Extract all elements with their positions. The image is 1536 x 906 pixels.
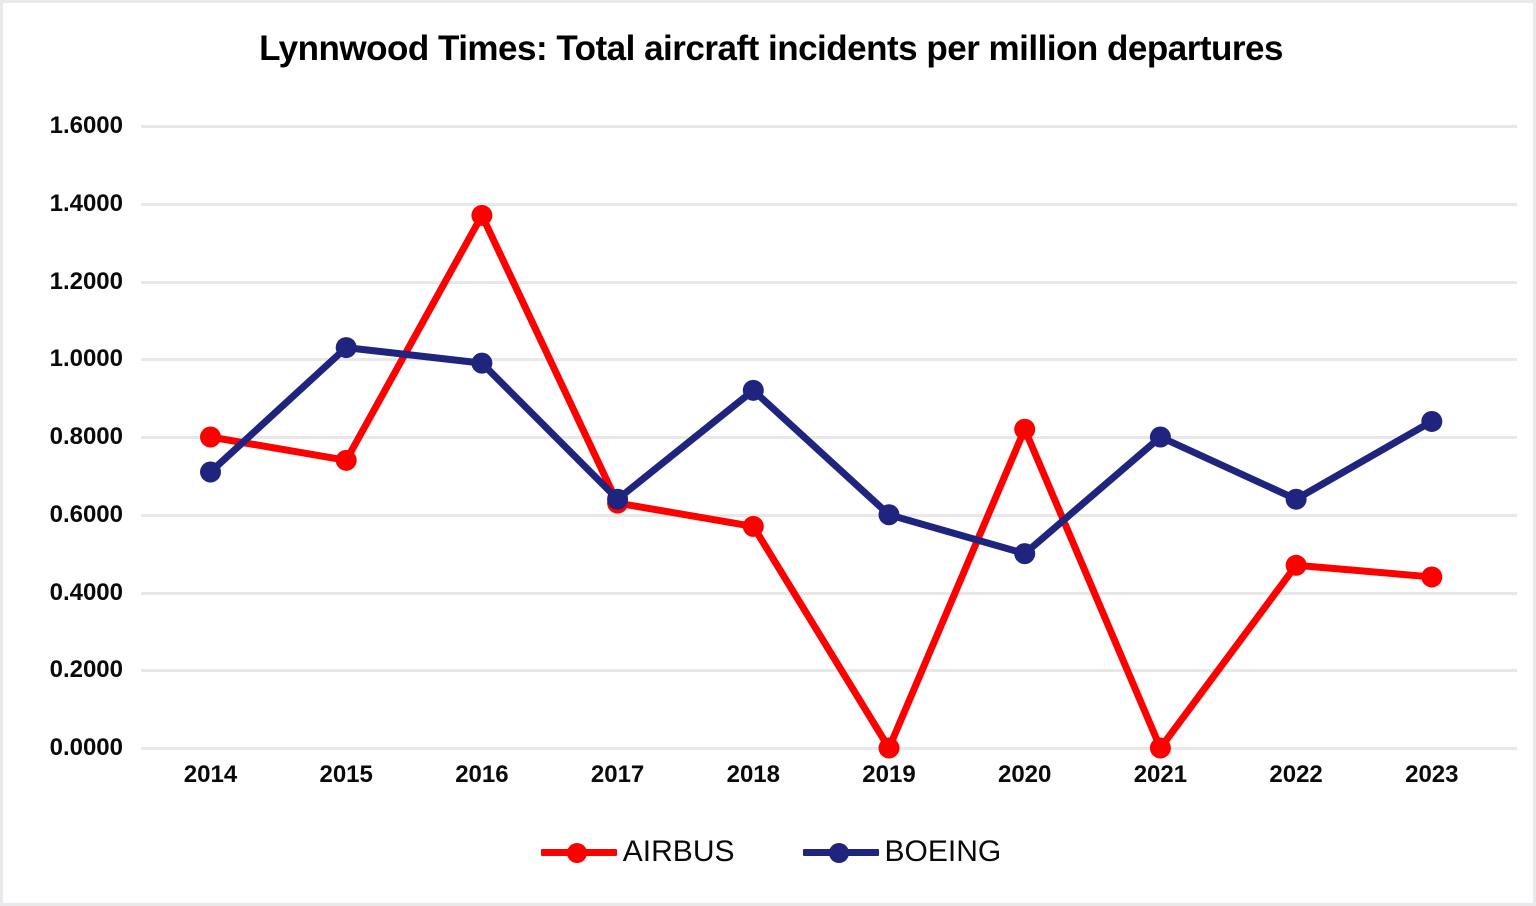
x-axis-tick-label: 2022 xyxy=(1269,761,1323,788)
legend-label: AIRBUS xyxy=(622,835,735,868)
y-axis-tick-label: 0.2000 xyxy=(49,656,123,684)
gridline xyxy=(141,125,1517,128)
data-point-marker xyxy=(607,488,629,510)
data-point-marker xyxy=(1285,554,1307,576)
series-line-boeing xyxy=(207,344,1436,558)
data-point-marker xyxy=(742,515,764,537)
x-axis-tick-label: 2018 xyxy=(726,761,780,788)
x-axis-tick-label: 2019 xyxy=(862,761,916,788)
gridline xyxy=(141,358,1517,362)
y-axis-tick-label: 1.4000 xyxy=(49,189,123,217)
plot-area: 1.6000 1.4000 1.2000 1.0000 0.8000 0.6000 0.40… xyxy=(3,3,1533,903)
y-axis-tick-label: 0.0000 xyxy=(49,734,123,761)
legend-item-airbus[interactable]: AIRBUS xyxy=(540,835,735,869)
gridline xyxy=(141,436,1517,439)
gridline xyxy=(141,669,1517,673)
y-axis-tick-label: 1.0000 xyxy=(49,345,123,373)
data-point-marker xyxy=(335,337,357,359)
data-point-marker xyxy=(471,352,493,374)
x-axis-tick-label: 2023 xyxy=(1405,761,1459,788)
data-point-marker xyxy=(1014,543,1036,565)
data-point-marker xyxy=(1421,566,1443,588)
data-point-marker xyxy=(200,461,221,483)
x-axis-tick-label: 2021 xyxy=(1133,761,1188,788)
data-point-marker xyxy=(335,449,357,471)
chart-legend: AIRBUS BOEING xyxy=(3,835,1533,869)
data-point-marker xyxy=(471,204,493,226)
x-axis-tick-label: 2015 xyxy=(319,761,373,788)
x-axis-tick-label: 2020 xyxy=(997,761,1052,788)
data-point-marker xyxy=(1421,410,1443,432)
y-axis-tick-label: 0.4000 xyxy=(49,578,123,606)
legend-swatch-icon xyxy=(802,840,879,864)
chart-title: Lynnwood Times: Total aircraft incidents… xyxy=(259,29,1283,68)
y-axis-tick-label: 1.6000 xyxy=(49,112,123,139)
x-axis-tick-label: 2017 xyxy=(590,761,645,788)
legend-label: BOEING xyxy=(884,835,1002,868)
legend-item-boeing[interactable]: BOEING xyxy=(802,835,1002,869)
gridline xyxy=(141,747,1517,750)
x-axis-tick-label: 2014 xyxy=(183,761,238,788)
data-point-marker xyxy=(607,492,629,514)
gridline xyxy=(141,202,1517,206)
gridline xyxy=(141,280,1517,284)
x-axis-tick-label: 2016 xyxy=(455,761,509,788)
gridline xyxy=(141,591,1517,595)
series-line-airbus xyxy=(207,211,1436,752)
y-axis-tick-label: 1.2000 xyxy=(49,267,123,295)
data-point-marker xyxy=(742,379,764,401)
legend-swatch-icon xyxy=(540,840,617,864)
y-axis-tick-label: 0.8000 xyxy=(49,423,123,450)
y-axis-tick-label: 0.6000 xyxy=(49,500,123,528)
gridline xyxy=(141,513,1517,517)
data-point-marker xyxy=(1285,488,1307,510)
